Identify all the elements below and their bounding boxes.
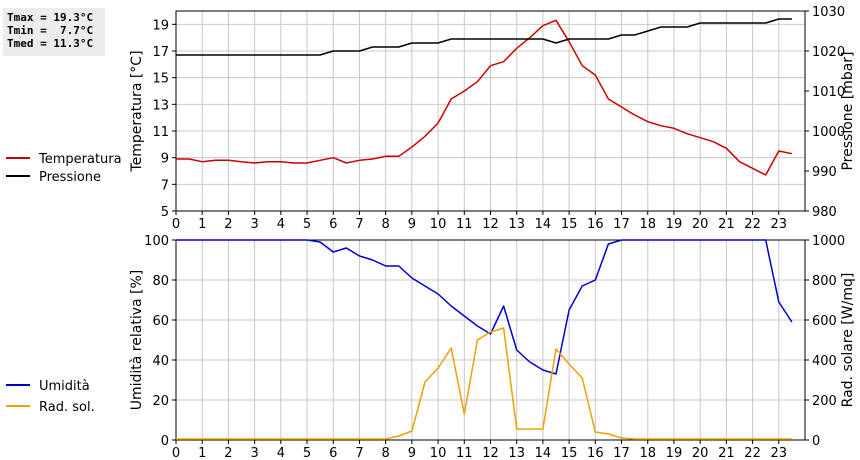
y-right-tick-label: 1030 [812,5,845,20]
x-tick-label: 1 [198,217,206,232]
x-tick-label: 1 [198,446,206,460]
x-tick-label: 4 [277,217,285,232]
y-right-axis-label: Rad. solare [W/mq] [840,273,856,408]
y-tick-label: 19 [152,18,169,33]
chart-panel-1: 0 1 2 3 4 5 6 7 8 9 10 11 12 13 14 15 16 17 18 19 20 21 22 2357… [6,5,856,232]
y-tick-label: 11 [152,125,169,140]
stat-tmax: Tmax = 19.3°C [7,11,94,24]
legend-label: Pressione [39,170,101,185]
x-tick-label: 2 [224,446,232,460]
y-right-tick-label: 1000 [812,125,845,140]
x-tick-label: 19 [666,446,683,460]
x-tick-label: 16 [587,446,604,460]
x-tick-label: 8 [382,217,390,232]
y-right-tick-label: 980 [812,205,837,220]
y-tick-label: 20 [152,394,169,409]
y-tick-label: 9 [161,152,169,167]
x-tick-label: 18 [639,217,656,232]
y-tick-label: 100 [144,234,169,249]
x-tick-label: 10 [430,446,447,460]
series-line-2 [176,327,792,440]
y-right-tick-label: 400 [812,354,837,369]
x-tick-label: 21 [718,217,735,232]
y-tick-label: 13 [152,98,169,113]
y-axis-label: Temperatura [°C] [129,50,145,172]
x-tick-label: 0 [172,446,180,460]
y-right-tick-label: 1020 [812,45,845,60]
y-tick-label: 80 [152,274,169,289]
x-tick-label: 5 [303,446,311,460]
x-tick-label: 0 [172,217,180,232]
x-tick-label: 17 [613,446,630,460]
x-tick-label: 2 [224,217,232,232]
x-tick-label: 6 [329,446,337,460]
y-tick-label: 40 [152,354,169,369]
x-tick-label: 13 [508,446,525,460]
series-line-1 [176,239,793,375]
x-tick-label: 20 [692,446,709,460]
y-tick-label: 15 [152,72,169,87]
x-tick-label: 5 [303,217,311,232]
x-tick-label: 14 [535,217,552,232]
stat-tmed: Tmed = 11.3°C [7,37,94,50]
x-tick-label: 11 [456,446,473,460]
series-line-1 [176,19,793,176]
series-line-2 [176,18,792,56]
y-tick-label: 60 [152,314,169,329]
y-right-axis-label: Pressione [mbar] [840,51,856,170]
x-tick-label: 22 [744,446,761,460]
y-tick-label: 17 [152,45,169,60]
y-tick-label: 5 [161,205,169,220]
x-tick-label: 12 [482,446,499,460]
x-tick-label: 10 [430,217,447,232]
x-tick-label: 23 [771,446,788,460]
stat-tmin: Tmin = 7.7°C [7,24,94,37]
x-tick-label: 17 [613,217,630,232]
x-tick-label: 15 [561,217,578,232]
y-right-tick-label: 800 [812,274,837,289]
chart-panel-2: 0 1 2 3 4 5 6 7 8 9 10 11 12 13 14 15 16 17 18 19 20 21 22 2302… [6,234,856,460]
x-tick-label: 3 [250,446,258,460]
legend-label: Umidità [39,379,90,394]
x-tick-label: 20 [692,217,709,232]
x-tick-label: 7 [355,446,363,460]
x-tick-label: 4 [277,446,285,460]
x-tick-label: 14 [535,446,552,460]
y-tick-label: 7 [161,178,169,193]
stats-box: Tmax = 19.3°C Tmin = 7.7°C Tmed = 11.3°C [3,8,105,56]
x-tick-label: 6 [329,217,337,232]
x-tick-label: 15 [561,446,578,460]
y-right-tick-label: 600 [812,314,837,329]
legend-label: Temperatura [38,152,122,167]
y-axis-label: Umidità relativa [%] [129,270,145,411]
x-tick-label: 9 [408,446,416,460]
x-tick-label: 9 [408,217,416,232]
x-tick-label: 7 [355,217,363,232]
x-tick-label: 12 [482,217,499,232]
x-tick-label: 3 [250,217,258,232]
y-right-tick-label: 1010 [812,85,845,100]
y-tick-label: 0 [161,434,169,449]
x-tick-label: 19 [666,217,683,232]
x-tick-label: 23 [771,217,788,232]
x-tick-label: 8 [382,446,390,460]
y-right-tick-label: 200 [812,394,837,409]
x-tick-label: 22 [744,217,761,232]
x-tick-label: 16 [587,217,604,232]
y-right-tick-label: 990 [812,165,837,180]
legend-label: Rad. sol. [39,400,95,415]
y-right-tick-label: 0 [812,434,820,449]
x-tick-label: 18 [639,446,656,460]
x-tick-label: 11 [456,217,473,232]
x-tick-label: 21 [718,446,735,460]
x-tick-label: 13 [508,217,525,232]
y-right-tick-label: 1000 [812,234,845,249]
